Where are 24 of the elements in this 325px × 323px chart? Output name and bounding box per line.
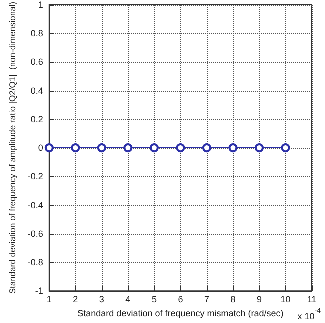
- x-tick-label: 9: [256, 294, 262, 305]
- y-tick-label: 1: [38, 0, 44, 10]
- y-tick-label: 0.6: [30, 57, 44, 68]
- x-tick-label: 5: [152, 294, 157, 305]
- x-tick-label: 2: [73, 294, 78, 305]
- y-tick-label: 0.8: [30, 28, 44, 39]
- x-axis-title: Standard deviation of frequency mismatch (rad/sec): [78, 308, 284, 318]
- y-axis-title: Standard deviation of frequency of amplitude ratio |Q2/Q1| (non-dimensional): [8, 2, 18, 294]
- y-tick-label: 0: [38, 143, 44, 154]
- x-tick-label: 11: [307, 294, 317, 305]
- y-tick-label: 0.4: [30, 86, 44, 96]
- x-tick-label: 10: [280, 294, 291, 305]
- x-tick-label: 3: [99, 294, 104, 305]
- y-tick-label: 0.2: [30, 114, 44, 124]
- y-tick-label: -0.6: [28, 228, 44, 239]
- x-tick-label: 1: [46, 294, 52, 305]
- y-tick-label: -0.8: [28, 257, 44, 268]
- y-tick-label: -0.4: [28, 200, 44, 210]
- x-tick-label: 7: [204, 294, 210, 305]
- x-tick-label: 4: [126, 294, 131, 305]
- y-tick-label: -0.2: [28, 172, 44, 182]
- y-tick-label: -1: [35, 286, 44, 296]
- x-tick-label: 8: [230, 294, 236, 305]
- x-tick-label: 6: [178, 294, 184, 305]
